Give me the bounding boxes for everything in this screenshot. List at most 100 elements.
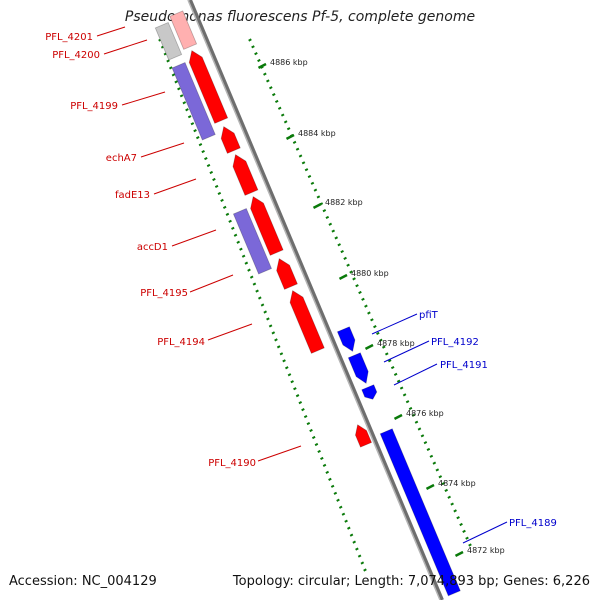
leader-line [96,26,126,37]
outer-minor-tick [435,468,440,472]
leader-line [371,313,418,335]
gene-grey-feature [154,22,183,61]
inner-minor-tick [266,317,270,321]
outer-minor-tick [254,52,258,56]
leader-line [153,178,197,195]
scale-label: 4884 kbp [298,129,336,138]
inner-minor-tick [363,568,367,572]
outer-minor-tick [405,400,410,404]
outer-minor-tick [334,236,339,240]
outer-minor-tick [432,461,437,465]
gene-features [154,10,461,597]
outer-minor-tick [310,181,315,185]
inner-minor-tick [260,303,265,307]
outer-minor-tick [248,38,252,42]
scale-label: 4872 kbp [467,546,505,555]
outer-minor-tick [328,222,333,226]
outer-minor-tick [358,290,362,295]
outer-minor-tick [426,447,431,452]
major-tick [338,273,348,281]
inner-minor-tick [258,296,262,300]
outer-minor-tick [411,413,416,417]
outer-minor-tick [286,127,291,131]
major-tick [312,202,322,210]
gene-PFL_4195 [276,257,298,290]
genome-summary-text: Topology: circular; Length: 7,074,893 bp… [232,574,590,589]
outer-minor-tick [337,243,341,247]
outer-minor-tick [390,365,395,370]
inner-minor-tick [344,519,348,523]
gene-label-accD1: accD1 [137,242,168,253]
outer-minor-tick [387,359,392,363]
outer-minor-tick [373,325,377,329]
gene-PFL_4192 [347,352,369,384]
inner-minor-tick [185,108,189,112]
inner-minor-tick [174,80,178,84]
outer-minor-tick [349,270,353,274]
inner-minor-tick [204,156,208,161]
inner-minor-tick [290,380,294,384]
inner-minor-tick [236,240,241,244]
outer-minor-tick [346,263,350,267]
outer-minor-tick [393,372,398,376]
major-tick [393,413,403,421]
gene-label-fadE13: fadE13 [115,190,150,201]
inner-minor-tick [212,177,216,182]
gene-PFL_4191 [361,384,378,400]
leader-line [207,323,253,341]
outer-minor-tick [292,140,297,144]
inner-minor-tick [263,310,267,314]
inner-minor-tick [347,526,351,530]
inner-minor-tick [325,470,330,474]
outer-minor-tick [277,106,282,110]
inner-minor-tick [276,345,281,349]
inner-minor-tick [168,66,173,70]
gene-label-PFL_4200: PFL_4200 [52,50,100,61]
leader-line [189,274,234,293]
outer-minor-tick [266,79,270,83]
leader-line [171,229,217,247]
leader-line [103,39,148,55]
inner-minor-tick [328,477,332,481]
outer-minor-tick [465,536,469,540]
inner-minor-tick [187,115,192,119]
gene-label-PFL_4190: PFL_4190 [208,458,256,469]
inner-minor-tick [225,212,230,216]
outer-minor-tick [325,215,330,220]
outer-minor-tick [450,502,454,506]
inner-minor-tick [220,198,224,202]
outer-minor-tick [298,154,303,158]
scale-label: 4878 kbp [377,339,415,348]
outer-minor-tick [399,386,404,390]
scale-label: 4880 kbp [351,269,389,278]
outer-minor-tick [384,352,389,356]
major-tick [285,133,295,141]
outer-minor-tick [307,174,312,179]
inner-minor-tick [209,170,214,175]
gene-PFL_4189 [379,428,461,597]
inner-minor-tick [231,226,235,230]
outer-minor-tick [459,522,463,527]
gene-accD1-ring2 [232,208,273,275]
outer-minor-tick [417,427,422,431]
outer-minor-tick [402,393,407,397]
inner-minor-tick [320,456,324,461]
leader-line [383,340,430,363]
scale-label: 4874 kbp [438,479,476,488]
inner-minor-tick [252,282,257,286]
major-tick [257,62,267,70]
gene-fadE13 [232,153,259,196]
gene-PFL_4194 [289,289,325,354]
backbone-line [188,0,444,600]
outer-minor-tick [316,195,321,199]
major-tick [425,483,435,491]
scale-label: 4876 kbp [406,409,444,418]
inner-minor-tick [274,338,278,342]
outer-minor-tick [379,338,383,342]
gene-label-PFL_4191: PFL_4191 [440,360,488,371]
scale-labels: 4886 kbp 4884 kbp 4882 kbp 4880 kbp 4878 kbp… [257,58,505,558]
gene-PFL_4200 [188,49,229,124]
gene-label-PFL_4194: PFL_4194 [157,337,205,348]
gene-label-PFL_4201: PFL_4201 [45,32,93,43]
